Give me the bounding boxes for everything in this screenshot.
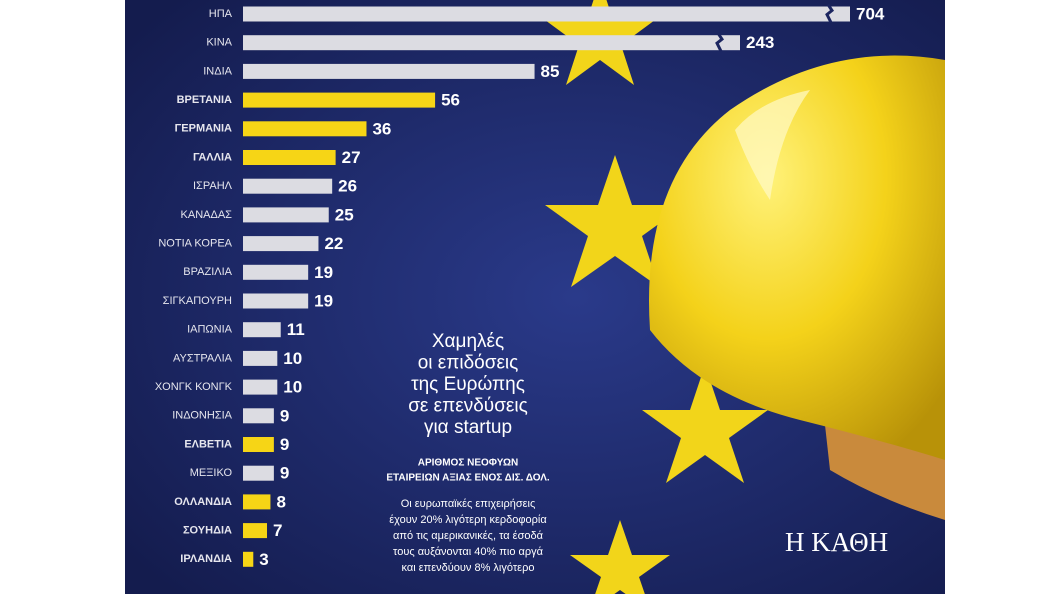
category-label: ΒΡΕΤΑΝΙΑ [177,94,232,106]
category-label: ΕΛΒΕΤΙΑ [184,438,232,450]
value-label: 9 [280,464,289,483]
value-label: 3 [259,550,268,569]
logo: Η ΚΑΘΗ [785,527,888,557]
bar [243,437,274,452]
category-label: ΓΕΡΜΑΝΙΑ [175,123,232,135]
category-label: ΙΝΔΟΝΗΣΙΑ [172,410,232,422]
bar [243,465,274,481]
axis-break [715,32,725,52]
value-label: 22 [324,234,343,253]
value-label: 10 [283,349,302,368]
value-label: 243 [746,33,774,52]
category-label: ΚΙΝΑ [206,37,232,49]
category-label: ΙΑΠΩΝΙΑ [187,324,233,336]
value-label: 25 [335,205,354,224]
note-line: τους αυξάνονται 40% πιο αργά [393,546,544,558]
value-label: 10 [283,378,302,397]
bar [243,207,329,223]
bar [243,35,740,51]
bar [243,63,535,79]
bar [243,264,309,280]
value-label: 27 [342,148,361,167]
value-label: 26 [338,177,357,196]
bar [243,150,336,165]
category-label: ΜΕΞΙΚΟ [190,467,233,479]
value-label: 56 [441,91,460,110]
value-label: 19 [314,263,333,282]
note-line: Οι ευρωπαϊκές επιχειρήσεις [401,498,536,510]
title-line: για startup [424,417,512,438]
value-label: 19 [314,291,333,310]
category-label: ΒΡΑΖΙΛΙΑ [183,266,232,278]
bar [243,408,274,424]
category-label: ΝΟΤΙΑ ΚΟΡΕΑ [158,238,232,250]
value-label: 7 [273,521,282,540]
category-label: ΚΑΝΑΔΑΣ [181,209,233,221]
value-label: 36 [372,119,391,138]
category-label: ΧΟΝΓΚ ΚΟΝΓΚ [155,381,233,393]
value-label: 85 [541,62,560,81]
category-label: ΣΙΓΚΑΠΟΥΡΗ [163,295,232,307]
bar [243,178,333,194]
bar [243,121,367,137]
bar [243,379,278,395]
value-label: 9 [280,406,289,425]
category-label: ΙΡΛΑΝΔΙΑ [180,553,232,565]
value-label: 9 [280,435,289,454]
category-label: ΣΟΥΗΔΙΑ [183,525,232,537]
bar [243,293,309,309]
value-label: 704 [856,4,885,23]
category-label: ΙΝΔΙΑ [203,65,232,77]
category-label: ΓΑΛΛΙΑ [193,151,232,163]
bar [243,523,268,539]
bar [243,551,254,567]
bar [243,236,319,252]
bar [243,6,850,22]
note-line: και επενδύουν 8% λιγότερο [402,562,535,574]
subtitle-line: ΕΤΑΙΡΕΙΩΝ ΑΞΙΑΣ ΕΝΟΣ ΔΙΣ. ΔΟΛ. [386,473,550,484]
title-line: Χαμηλές [432,331,504,352]
bar [243,350,278,366]
note-line: έχουν 20% λιγότερη κερδοφορία [389,514,547,526]
category-label: ΙΣΡΑΗΛ [193,180,233,192]
category-label: ΟΛΛΑΝΔΙΑ [174,496,232,508]
category-label: ΑΥΣΤΡΑΛΙΑ [173,352,233,364]
axis-break [825,3,835,24]
title-line: οι επιδόσεις [418,353,519,374]
value-label: 8 [276,492,285,511]
title-line: σε επενδύσεις [408,396,528,417]
bar [243,92,436,108]
title-line: της Ευρώπης [411,374,525,395]
category-label: ΗΠΑ [209,8,233,20]
note-line: από τις αμερικανικές, τα έσοδά [393,530,544,542]
bar [243,322,281,338]
value-label: 11 [287,320,305,339]
bar [243,494,271,510]
subtitle-line: ΑΡΙΘΜΟΣ ΝΕΟΦΥΩΝ [418,458,518,469]
